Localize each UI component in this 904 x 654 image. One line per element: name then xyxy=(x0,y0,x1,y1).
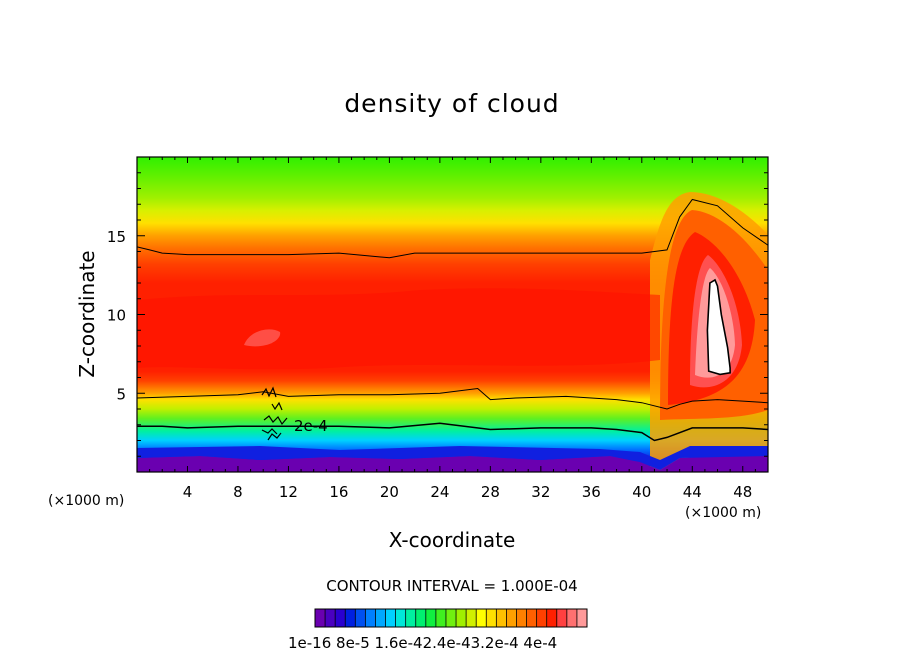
colorbar-swatch-20 xyxy=(516,609,527,627)
colorbar-frame xyxy=(314,608,588,628)
x-tick-label-8: 36 xyxy=(582,483,601,501)
colorbar-labels: 1e-16 8e-5 1.6e-42.4e-43.2e-4 4e-4 xyxy=(288,634,557,652)
colorbar-swatch-17 xyxy=(486,609,497,627)
x-tick-label-10: 44 xyxy=(683,483,702,501)
noisy-contours xyxy=(261,386,288,441)
x-tick-label-7: 32 xyxy=(531,483,550,501)
x-tick-label-3: 16 xyxy=(329,483,348,501)
colorbar-swatch-7 xyxy=(385,609,396,627)
bottom-purple xyxy=(137,455,768,472)
colorbar-swatch-23 xyxy=(546,609,558,627)
colorbar-swatch-9 xyxy=(405,609,417,627)
bottom-blue xyxy=(137,446,768,470)
x-units-left: (×1000 m) xyxy=(48,493,124,509)
colorbar-swatch-5 xyxy=(365,609,376,627)
colorbar-swatch-22 xyxy=(536,609,547,627)
colorbar-swatch-0 xyxy=(315,609,326,627)
dark-red-band xyxy=(137,288,660,370)
colorbar-swatch-13 xyxy=(445,609,457,627)
colorbar-swatch-14 xyxy=(456,609,467,627)
x-tick-label-6: 28 xyxy=(481,483,500,501)
x-tick-label-4: 20 xyxy=(380,483,399,501)
y-tick-label-0: 5 xyxy=(116,385,126,403)
colorbar-swatch-3 xyxy=(345,609,356,627)
colorbar-swatch-8 xyxy=(395,609,406,627)
contour-line-core xyxy=(706,278,731,376)
y-axis-label: Z-coordinate xyxy=(75,250,99,377)
x-tick-label-5: 24 xyxy=(430,483,449,501)
x-tick-label-9: 40 xyxy=(632,483,651,501)
colorbar-swatch-16 xyxy=(476,609,487,627)
colorbar-swatch-2 xyxy=(335,609,346,627)
contour-field xyxy=(137,157,768,472)
contour-line-upper xyxy=(137,198,768,259)
colorbar-swatch-15 xyxy=(466,609,477,627)
contour-interval: CONTOUR INTERVAL = 1.000E-04 xyxy=(326,577,577,595)
chart-title: density of cloud xyxy=(344,89,559,118)
noise-scribble xyxy=(261,386,288,441)
x-tick-label-1: 8 xyxy=(233,483,243,501)
colorbar-swatch-12 xyxy=(435,609,447,627)
colorbar-swatch-25 xyxy=(566,609,578,627)
x-tick-label-0: 4 xyxy=(183,483,193,501)
colorbar xyxy=(314,608,588,628)
colorbar-swatch-21 xyxy=(526,609,537,627)
y-tick-label-2: 15 xyxy=(107,228,126,246)
y-axis: 5 10 15 xyxy=(107,172,768,457)
x-axis-label: X-coordinate xyxy=(389,528,516,552)
colorbar-swatch-24 xyxy=(556,609,568,627)
x-units-right: (×1000 m) xyxy=(685,505,761,521)
x-axis: 4 8 12 16 20 24 28 32 36 40 44 48 xyxy=(149,157,756,501)
colorbar-swatch-26 xyxy=(576,609,588,627)
contour-label: 2e-4 xyxy=(294,417,328,435)
colorbar-swatch-4 xyxy=(355,609,366,627)
y-tick-label-1: 10 xyxy=(107,307,126,325)
colorbar-swatch-6 xyxy=(375,609,386,627)
contour-line-lower xyxy=(137,422,768,442)
colorbar-swatch-11 xyxy=(425,609,437,627)
x-tick-label-2: 12 xyxy=(279,483,298,501)
colorbar-swatch-10 xyxy=(415,609,427,627)
colorbar-swatch-1 xyxy=(325,609,336,627)
x-tick-label-11: 48 xyxy=(733,483,752,501)
colorbar-swatch-19 xyxy=(506,609,517,627)
colorbar-swatch-18 xyxy=(496,609,507,627)
